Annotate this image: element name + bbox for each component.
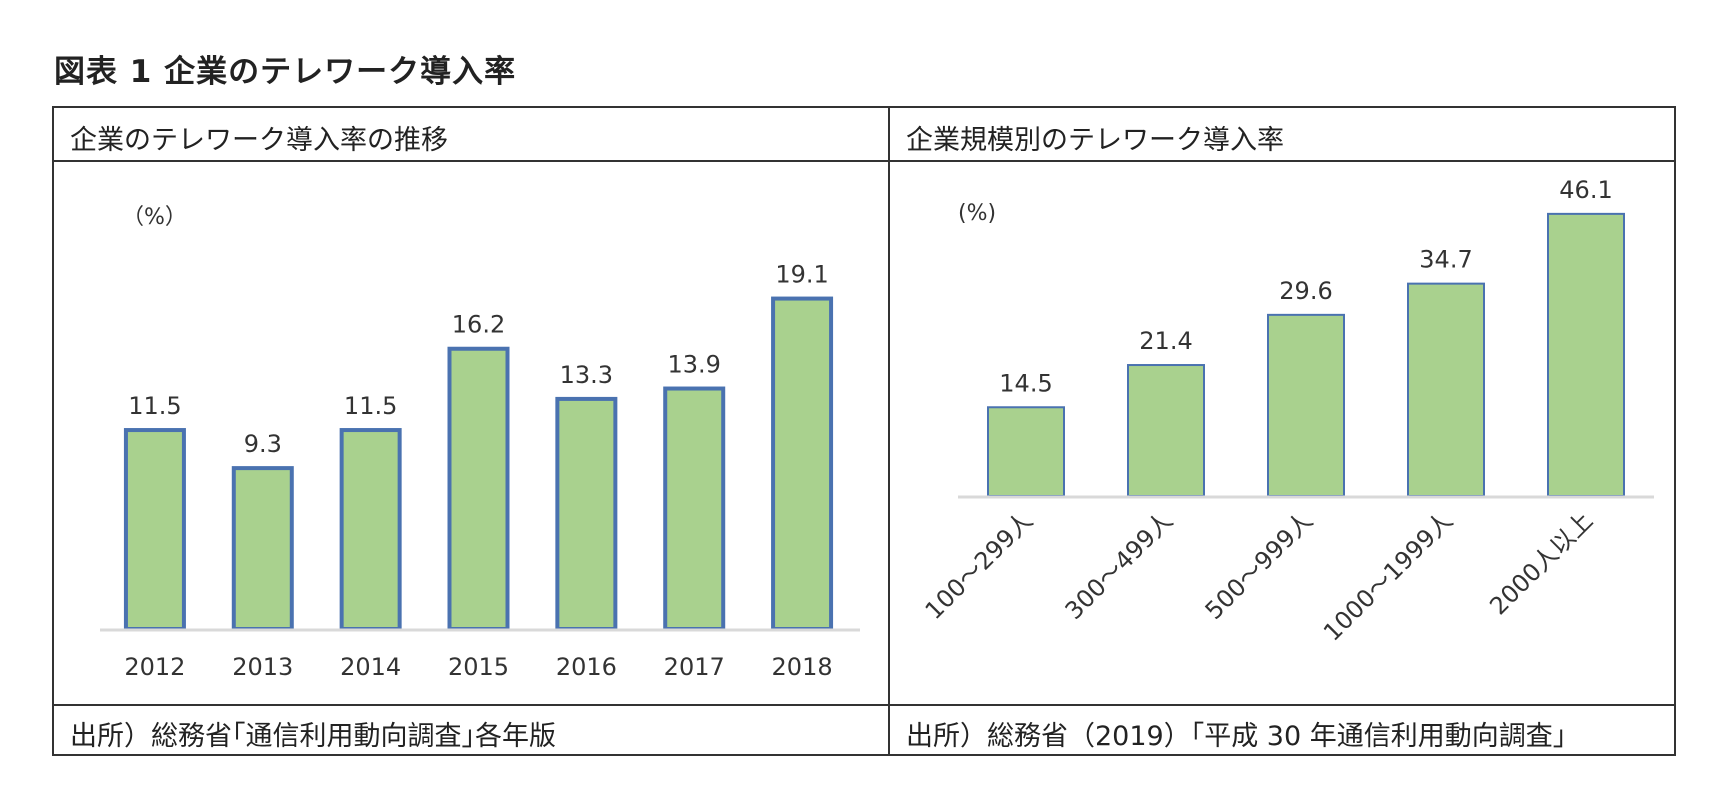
- header-divider: [52, 160, 1676, 162]
- data-label-2017: 13.9: [667, 351, 720, 379]
- data-label-300～499人: 21.4: [1139, 327, 1192, 355]
- data-label-2012: 11.5: [128, 392, 181, 420]
- bar-2000人以上: [1547, 212, 1625, 497]
- right-unit-label: (%): [958, 201, 996, 226]
- data-label-500～999人: 29.6: [1279, 277, 1332, 305]
- tick-label-300～499人: 300～499人: [1060, 506, 1179, 625]
- tick-label-2018: 2018: [772, 653, 833, 681]
- right-source-note: 出所）総務省（2019）「平成 30 年通信利用動向調査」: [906, 721, 1580, 752]
- tick-label-2000人以上: 2000人以上: [1484, 506, 1598, 620]
- tick-label-2017: 2017: [664, 653, 725, 681]
- data-label-2018: 19.1: [775, 261, 828, 289]
- bar-2015: [447, 346, 510, 631]
- tick-label-1000～1999人: 1000～1999人: [1318, 506, 1458, 646]
- data-label-100～299人: 14.5: [999, 369, 1052, 397]
- data-label-1000～1999人: 34.7: [1419, 246, 1472, 274]
- size-bar-chart: (%) 14.5 100～299人 21.4 300～499人 29.6 500～999人 3…: [920, 176, 1654, 647]
- bar-500～999人: [1267, 313, 1345, 497]
- tick-label-2013: 2013: [232, 653, 293, 681]
- bar-300～499人: [1127, 364, 1205, 498]
- data-label-2013: 9.3: [244, 430, 282, 458]
- bar-2018: [771, 296, 834, 631]
- data-label-2000人以上: 46.1: [1559, 176, 1612, 204]
- footer-divider: [52, 704, 1676, 706]
- tick-label-2012: 2012: [124, 653, 185, 681]
- left-unit-label: （%）: [122, 205, 187, 230]
- bar-2013: [231, 466, 294, 631]
- left-source-note: 出所）総務省｢通信利用動向調査｣各年版: [70, 721, 556, 752]
- data-label-2014: 11.5: [344, 392, 397, 420]
- right-panel-title: 企業規模別のテレワーク導入率: [906, 125, 1284, 156]
- figure-frame: [52, 106, 1676, 756]
- trend-bar-chart: （%） 11.5 2012 9.3 2013 11.5 2014 16.2 2015 13.3 20…: [100, 205, 860, 681]
- data-label-2015: 16.2: [452, 311, 505, 339]
- bar-100～299人: [987, 406, 1065, 498]
- figure-title: 図表 1 企業のテレワーク導入率: [54, 54, 517, 90]
- tick-label-2015: 2015: [448, 653, 509, 681]
- bar-1000～1999人: [1407, 282, 1485, 497]
- bar-2017: [663, 386, 726, 631]
- data-label-2016: 13.3: [560, 361, 613, 389]
- left-panel-title: 企業のテレワーク導入率の推移: [70, 125, 448, 156]
- panel-divider: [888, 106, 890, 756]
- tick-label-2014: 2014: [340, 653, 401, 681]
- tick-label-2016: 2016: [556, 653, 617, 681]
- tick-label-500～999人: 500～999人: [1200, 506, 1319, 625]
- tick-label-100～299人: 100～299人: [920, 506, 1039, 625]
